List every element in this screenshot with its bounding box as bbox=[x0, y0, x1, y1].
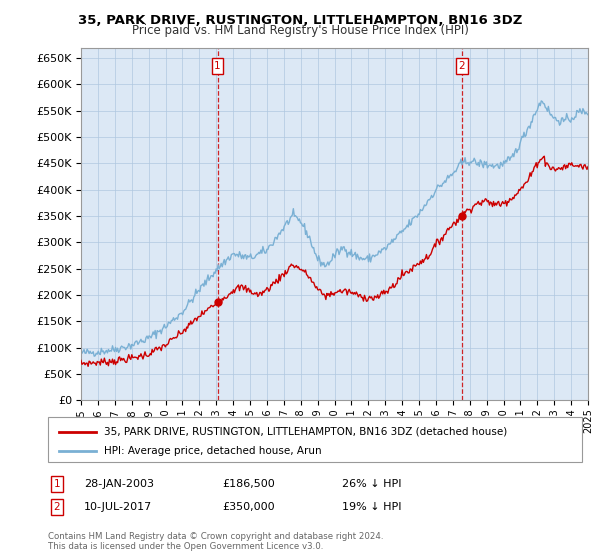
Text: 35, PARK DRIVE, RUSTINGTON, LITTLEHAMPTON, BN16 3DZ: 35, PARK DRIVE, RUSTINGTON, LITTLEHAMPTO… bbox=[78, 14, 522, 27]
Text: 26% ↓ HPI: 26% ↓ HPI bbox=[342, 479, 401, 489]
Text: Contains HM Land Registry data © Crown copyright and database right 2024.
This d: Contains HM Land Registry data © Crown c… bbox=[48, 532, 383, 552]
Text: 2: 2 bbox=[53, 502, 61, 512]
Text: 35, PARK DRIVE, RUSTINGTON, LITTLEHAMPTON, BN16 3DZ (detached house): 35, PARK DRIVE, RUSTINGTON, LITTLEHAMPTO… bbox=[104, 427, 508, 437]
Text: 10-JUL-2017: 10-JUL-2017 bbox=[84, 502, 152, 512]
Text: 28-JAN-2003: 28-JAN-2003 bbox=[84, 479, 154, 489]
Text: 19% ↓ HPI: 19% ↓ HPI bbox=[342, 502, 401, 512]
Text: 1: 1 bbox=[53, 479, 61, 489]
Text: HPI: Average price, detached house, Arun: HPI: Average price, detached house, Arun bbox=[104, 446, 322, 456]
Text: Price paid vs. HM Land Registry's House Price Index (HPI): Price paid vs. HM Land Registry's House … bbox=[131, 24, 469, 36]
Text: £186,500: £186,500 bbox=[222, 479, 275, 489]
Text: 1: 1 bbox=[214, 61, 221, 71]
FancyBboxPatch shape bbox=[48, 417, 582, 462]
Text: £350,000: £350,000 bbox=[222, 502, 275, 512]
Text: 2: 2 bbox=[458, 61, 465, 71]
